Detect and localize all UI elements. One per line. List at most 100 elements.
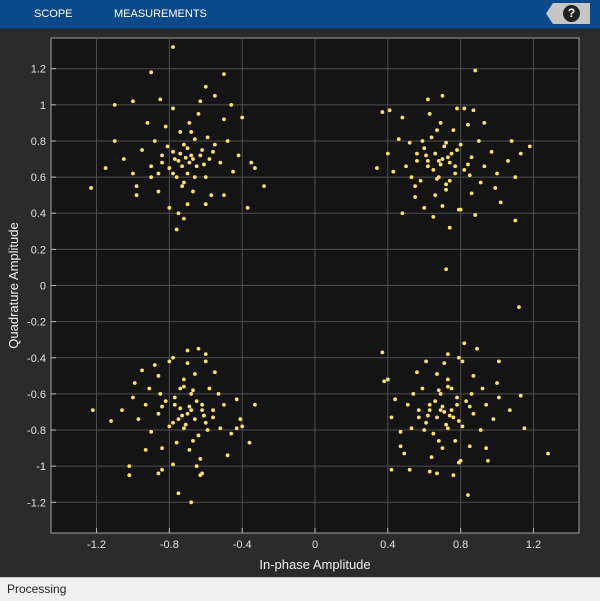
data-point [440, 157, 445, 161]
data-point [422, 146, 427, 151]
data-point [160, 153, 164, 158]
data-point [160, 467, 164, 472]
data-point [495, 171, 499, 176]
data-point [458, 458, 463, 463]
data-point [121, 157, 126, 161]
data-point [433, 151, 438, 156]
data-point [171, 106, 175, 111]
data-point [187, 121, 192, 125]
data-point [462, 167, 467, 172]
y-tick-label: 0.6 [31, 172, 46, 184]
data-point [484, 446, 489, 450]
data-point [167, 359, 172, 364]
help-button[interactable]: ? [546, 3, 590, 24]
data-point [442, 410, 447, 414]
data-point [471, 373, 476, 378]
data-point [451, 128, 456, 133]
data-point [460, 424, 465, 429]
data-point [424, 420, 428, 425]
data-point [407, 467, 412, 472]
data-point [513, 218, 518, 223]
x-tick-label: -0.8 [160, 539, 179, 551]
data-point [447, 225, 452, 230]
data-point [466, 122, 470, 127]
data-point [174, 440, 179, 445]
data-point [180, 184, 184, 189]
data-point [446, 377, 450, 382]
data-point [172, 395, 177, 400]
data-point [212, 370, 217, 375]
tab-measurements[interactable]: MEASUREMENTS [114, 8, 207, 20]
data-point [156, 411, 161, 416]
data-point [447, 160, 452, 165]
data-point [449, 151, 454, 156]
x-tick-label: 0 [312, 539, 318, 551]
data-point [156, 471, 161, 476]
data-point [191, 189, 195, 194]
data-point [182, 384, 186, 389]
y-tick-label: -1.2 [27, 497, 46, 509]
data-point [478, 180, 483, 185]
data-point [172, 157, 177, 161]
data-point [180, 413, 184, 418]
data-point [165, 144, 170, 149]
data-point [218, 426, 223, 431]
data-point [171, 171, 175, 176]
data-point [182, 377, 186, 382]
data-point [418, 178, 423, 183]
tab-scope[interactable]: SCOPE [34, 8, 73, 20]
data-point [458, 142, 463, 147]
data-point [194, 464, 199, 469]
data-point [202, 413, 206, 418]
grid [51, 38, 579, 533]
data-point [127, 473, 132, 478]
data-point [385, 377, 390, 382]
data-point [506, 158, 510, 163]
data-point [398, 444, 403, 449]
data-point [160, 160, 164, 165]
data-point [431, 167, 436, 172]
data-point [171, 420, 175, 425]
data-point [425, 413, 430, 418]
data-point [433, 399, 438, 404]
data-point [225, 139, 230, 143]
data-point [203, 420, 208, 425]
data-point [218, 160, 223, 165]
data-point [131, 395, 135, 400]
data-point [187, 160, 192, 165]
data-point [435, 177, 439, 181]
data-point [234, 397, 239, 402]
data-point [211, 149, 215, 154]
data-point [402, 451, 407, 456]
data-point [207, 386, 212, 391]
data-point [415, 370, 419, 375]
data-point [433, 193, 438, 198]
data-point [229, 431, 234, 436]
data-point [436, 438, 441, 443]
data-point [182, 216, 186, 221]
data-point [149, 70, 154, 75]
data-point [203, 359, 208, 364]
data-point [167, 205, 172, 210]
data-point [546, 451, 550, 456]
data-point [489, 149, 494, 154]
data-point [389, 467, 394, 472]
data-point [152, 139, 157, 143]
y-tick-label: -0.6 [27, 389, 46, 401]
data-point [435, 372, 439, 376]
data-point [163, 124, 168, 129]
data-point [471, 108, 476, 113]
data-point [174, 227, 179, 232]
data-point [469, 155, 474, 160]
data-point [149, 429, 154, 434]
data-point [189, 153, 194, 158]
data-point [132, 381, 137, 385]
data-point [198, 473, 203, 478]
data-point [455, 395, 459, 400]
data-point [203, 202, 208, 207]
y-tick-label: -0.4 [27, 353, 46, 365]
data-point [436, 388, 441, 393]
data-point [189, 500, 194, 505]
data-point [409, 175, 414, 180]
data-point [444, 267, 448, 272]
